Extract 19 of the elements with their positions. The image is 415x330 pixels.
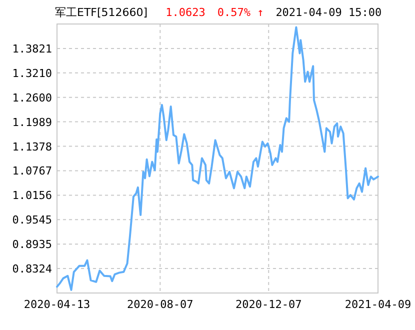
y-tick-label: 1.2600 bbox=[12, 91, 52, 104]
y-tick-label: 0.8935 bbox=[12, 238, 52, 252]
text: 2021-04-09 15:00 bbox=[276, 6, 382, 19]
x-tick-label: 2020-08-07 bbox=[127, 298, 194, 311]
y-tick-label: 1.1378 bbox=[12, 140, 52, 154]
chart-title: 军工ETF[512660] bbox=[55, 6, 148, 19]
y-tick-label: 1.3821 bbox=[12, 42, 52, 56]
y-tick-label: 1.1989 bbox=[12, 116, 52, 129]
y-tick-label: 0.9545 bbox=[12, 214, 52, 227]
text: 1.0623 bbox=[166, 6, 206, 19]
y-tick-label: 1.3210 bbox=[12, 66, 52, 80]
y-tick-label: 1.0156 bbox=[12, 189, 52, 202]
x-tick-label: 2020-12-07 bbox=[236, 298, 302, 311]
y-tick-label: 1.0767 bbox=[12, 164, 52, 178]
x-tick-label: 2021-04-09 bbox=[344, 298, 412, 311]
x-tick-label: 2020-04-13 bbox=[24, 298, 90, 311]
y-tick-label: 0.8324 bbox=[12, 262, 52, 276]
line-series bbox=[56, 26, 379, 291]
text: 0.57% ↑ bbox=[217, 6, 264, 19]
